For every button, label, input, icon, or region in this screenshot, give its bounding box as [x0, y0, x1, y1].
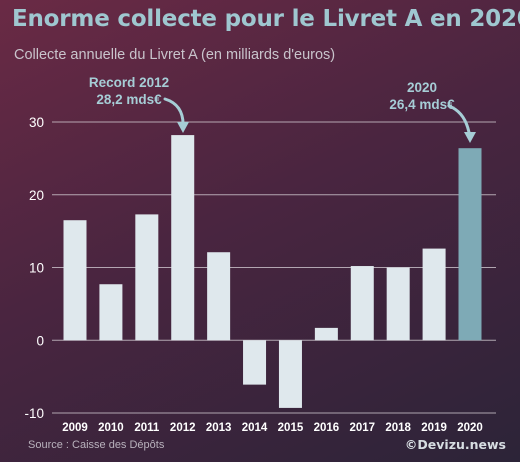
bar-2016 — [314, 327, 338, 341]
x-tick-2010: 2010 — [98, 422, 124, 434]
x-tick-labels: 2009 2010 2011 2012 2013 2014 2015 2016 2017 2018… — [62, 422, 483, 434]
gridlines — [52, 121, 496, 414]
bar-2015 — [278, 340, 302, 408]
bar-2011 — [135, 214, 159, 341]
annotation-2012-line-1: Record 2012 — [89, 75, 169, 90]
chart-subtitle: Collecte annuelle du Livret A (en millia… — [14, 47, 336, 63]
chart-title: Enorme collecte pour le Livret A en 2020 — [12, 6, 520, 32]
bar-2018 — [386, 267, 410, 341]
annotation-2020-line-2: 26,4 mds€ — [389, 97, 455, 112]
bar-2017 — [350, 266, 374, 341]
x-tick-2009: 2009 — [62, 422, 88, 434]
x-tick-2020: 2020 — [457, 422, 483, 434]
x-tick-2019: 2019 — [421, 422, 447, 434]
x-tick-2018: 2018 — [385, 422, 411, 434]
x-tick-2012: 2012 — [170, 422, 196, 434]
annotation-2020-line-1: 2020 — [407, 80, 437, 95]
source-note: Source : Caisse des Dépôts — [28, 439, 165, 451]
bar-2020 — [458, 148, 482, 341]
bar-2019 — [422, 248, 446, 341]
x-tick-2014: 2014 — [242, 422, 268, 434]
annotation-2012-line-2: 28,2 mds€ — [96, 92, 162, 107]
x-tick-2015: 2015 — [278, 422, 304, 434]
brand-logo: ©Devizu.news — [404, 437, 506, 452]
x-tick-2011: 2011 — [134, 422, 160, 434]
y-tick-20: 20 — [29, 188, 44, 203]
y-tick-0: 0 — [36, 333, 44, 348]
bar-2014 — [243, 340, 267, 385]
y-tick-30: 30 — [29, 115, 44, 130]
y-tick-10: 10 — [29, 261, 44, 276]
bar-2010 — [99, 284, 123, 341]
y-tick-labels: -10 0 10 20 30 — [24, 115, 44, 421]
bar-2009 — [63, 220, 87, 341]
annotation-arrowhead-2020 — [464, 132, 476, 143]
x-tick-2016: 2016 — [314, 422, 340, 434]
y-tick--10: -10 — [24, 406, 44, 421]
bars — [63, 135, 482, 408]
bar-2013 — [207, 252, 231, 341]
x-tick-2017: 2017 — [349, 422, 375, 434]
annotations: Record 2012 28,2 mds€ 2020 26,4 mds€ — [89, 75, 476, 143]
x-tick-2013: 2013 — [206, 422, 232, 434]
annotation-arrowhead-2012 — [177, 122, 189, 133]
bar-2012 — [171, 135, 195, 341]
